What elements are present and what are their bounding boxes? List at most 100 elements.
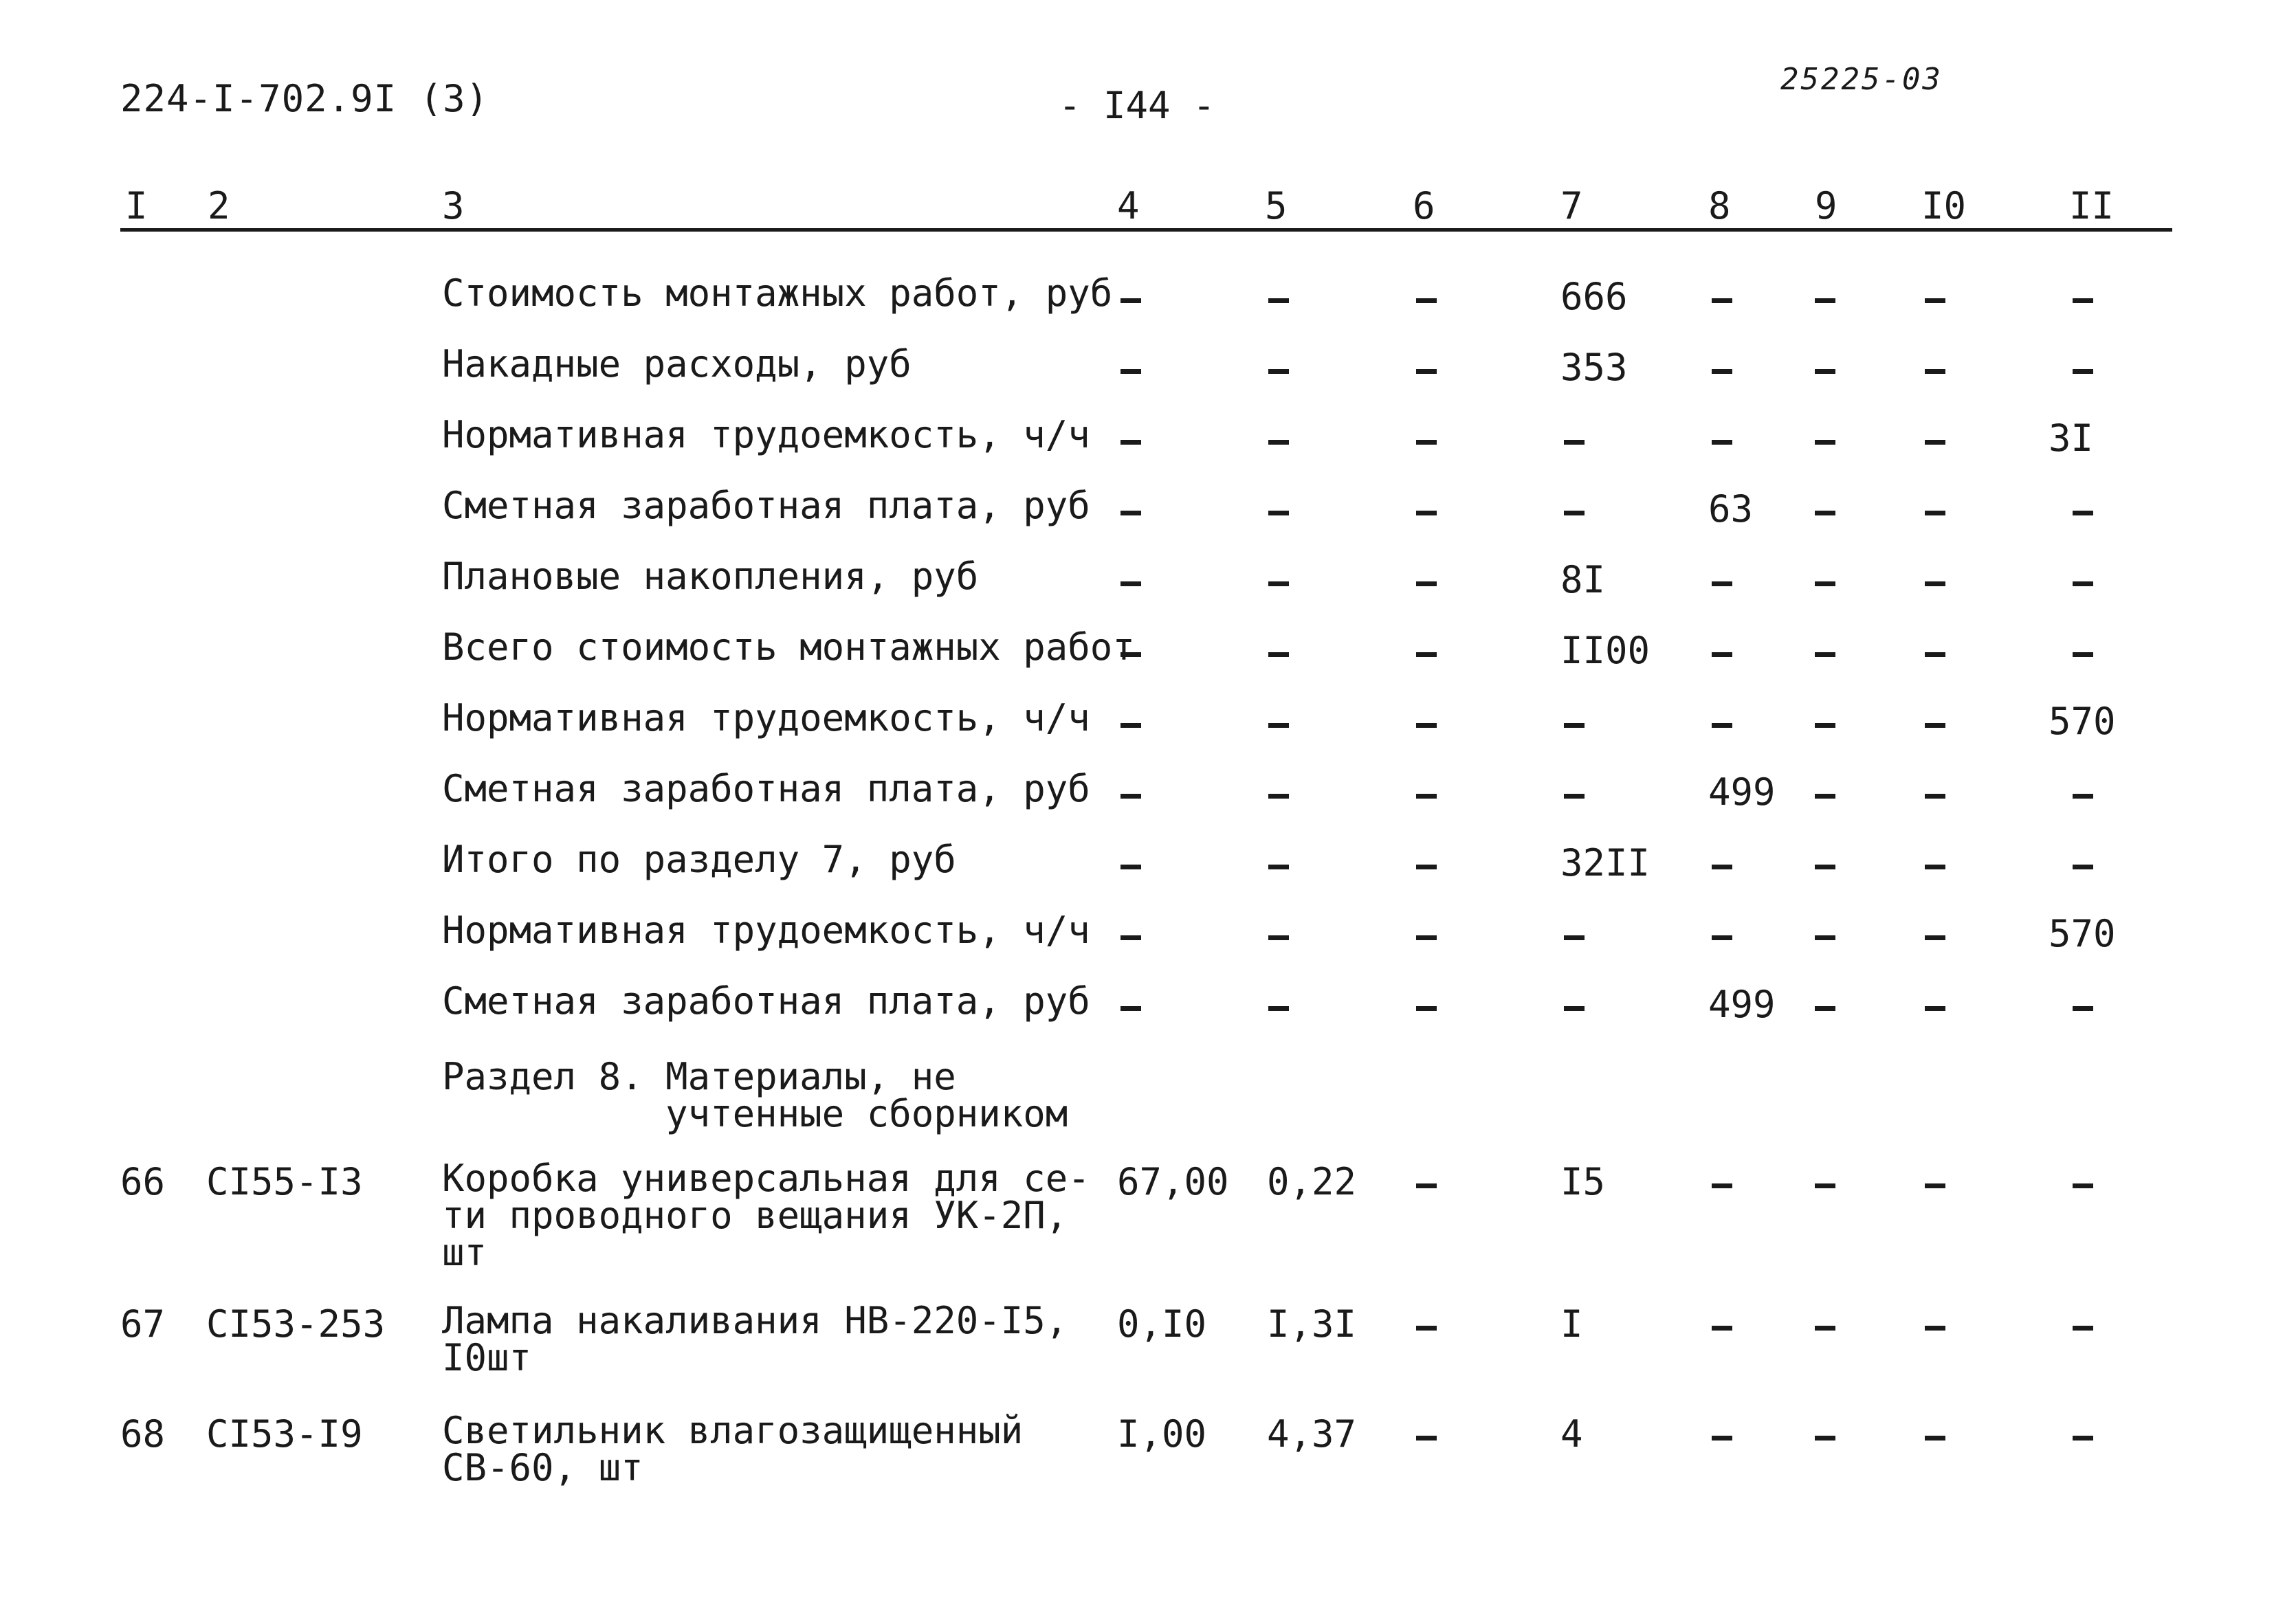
row-description: Сметная заработная плата, руб [442, 979, 1090, 1023]
dash-mark [1416, 723, 1437, 728]
dash-mark [2073, 581, 2093, 586]
price-code: CI55-I3 [206, 1160, 363, 1203]
dash-mark [2073, 794, 2093, 799]
dash-mark [1121, 723, 1141, 728]
dash-mark [1416, 511, 1437, 515]
dash-mark [1815, 1326, 1835, 1331]
dash-mark [1564, 440, 1585, 445]
value-cell-c7: I [1560, 1302, 1583, 1346]
dash-mark [1416, 440, 1437, 445]
value-cell-c5: I,3I [1267, 1302, 1357, 1346]
dash-mark [1712, 440, 1732, 445]
dash-mark [1416, 935, 1437, 940]
value-cell-c11: 570 [2049, 700, 2116, 743]
value-cell-c11: 570 [2049, 912, 2116, 955]
dash-mark [1268, 369, 1289, 374]
column-header-10: I0 [1921, 184, 1967, 227]
dash-mark [1268, 723, 1289, 728]
dash-mark [1268, 511, 1289, 515]
value-cell-c7: 8I [1560, 558, 1606, 601]
dash-mark [1416, 1183, 1437, 1188]
dash-mark [1712, 298, 1732, 303]
dash-mark [1712, 581, 1732, 586]
dash-mark [1564, 511, 1585, 515]
dash-mark [1815, 1183, 1835, 1188]
dash-mark [1815, 369, 1835, 374]
dash-mark [1416, 581, 1437, 586]
dash-mark [1925, 369, 1945, 374]
dash-mark [1416, 369, 1437, 374]
dash-mark [1121, 865, 1141, 869]
dash-mark [1416, 298, 1437, 303]
row-description: Светильник влагозащищенный СВ-60, шт [442, 1409, 1024, 1489]
column-header-2: 2 [208, 184, 230, 227]
dash-mark [1564, 794, 1585, 799]
dash-mark [1416, 1436, 1437, 1441]
row-description: Лампа накаливания НВ-220-I5, I0шт [442, 1299, 1068, 1379]
dash-mark [1815, 1006, 1835, 1011]
dash-mark [1712, 1326, 1732, 1331]
dash-mark [2073, 1436, 2093, 1441]
dash-mark [1925, 865, 1945, 869]
dash-mark [1416, 865, 1437, 869]
dash-mark [1268, 298, 1289, 303]
row-description: Нормативная трудоемкость, ч/ч [442, 696, 1090, 739]
dash-mark [1815, 935, 1835, 940]
value-cell-c11: 3I [2049, 416, 2094, 460]
dash-mark [1268, 652, 1289, 657]
value-cell-c7: 4 [1560, 1412, 1583, 1456]
dash-mark [1712, 723, 1732, 728]
row-number: 67 [120, 1302, 166, 1346]
column-header-1: I [125, 184, 148, 227]
value-cell-c5: 0,22 [1267, 1160, 1357, 1203]
dash-mark [1815, 1436, 1835, 1441]
row-description: Сметная заработная плата, руб [442, 484, 1090, 527]
dash-mark [1925, 1183, 1945, 1188]
column-header-5: 5 [1265, 184, 1288, 227]
dash-mark [2073, 652, 2093, 657]
dash-mark [1925, 581, 1945, 586]
row-number: 68 [120, 1412, 166, 1456]
dash-mark [1416, 1006, 1437, 1011]
value-cell-c4: 0,I0 [1117, 1302, 1207, 1346]
dash-mark [1416, 652, 1437, 657]
dash-mark [1121, 652, 1141, 657]
dash-mark [1815, 511, 1835, 515]
value-cell-c8: 499 [1708, 983, 1776, 1026]
dash-mark [1416, 794, 1437, 799]
row-description: Плановые накопления, руб [442, 555, 979, 598]
value-cell-c4: 67,00 [1117, 1160, 1229, 1203]
dash-mark [1416, 1326, 1437, 1331]
header-rule [120, 228, 2172, 232]
dash-mark [1268, 581, 1289, 586]
dash-mark [1121, 298, 1141, 303]
dash-mark [1564, 1006, 1585, 1011]
price-code: CI53-I9 [206, 1412, 363, 1456]
dash-mark [2073, 865, 2093, 869]
dash-mark [1712, 652, 1732, 657]
dash-mark [1925, 652, 1945, 657]
dash-mark [1268, 440, 1289, 445]
value-cell-c8: 63 [1708, 487, 1754, 531]
dash-mark [1121, 794, 1141, 799]
row-description: Накадные расходы, руб [442, 342, 912, 386]
dash-mark [1815, 440, 1835, 445]
column-header-11: II [2069, 184, 2115, 227]
dash-mark [1268, 865, 1289, 869]
dash-mark [1925, 723, 1945, 728]
dash-mark [1815, 865, 1835, 869]
dash-mark [1564, 935, 1585, 940]
dash-mark [1925, 440, 1945, 445]
dash-mark [1815, 794, 1835, 799]
dash-mark [1564, 723, 1585, 728]
dash-mark [1712, 369, 1732, 374]
dash-mark [1268, 935, 1289, 940]
dash-mark [2073, 511, 2093, 515]
column-header-7: 7 [1560, 184, 1583, 227]
dash-mark [2073, 369, 2093, 374]
dash-mark [1925, 1326, 1945, 1331]
value-cell-c7: 666 [1560, 275, 1628, 318]
dash-mark [2073, 1326, 2093, 1331]
column-header-6: 6 [1413, 184, 1435, 227]
dash-mark [1712, 865, 1732, 869]
